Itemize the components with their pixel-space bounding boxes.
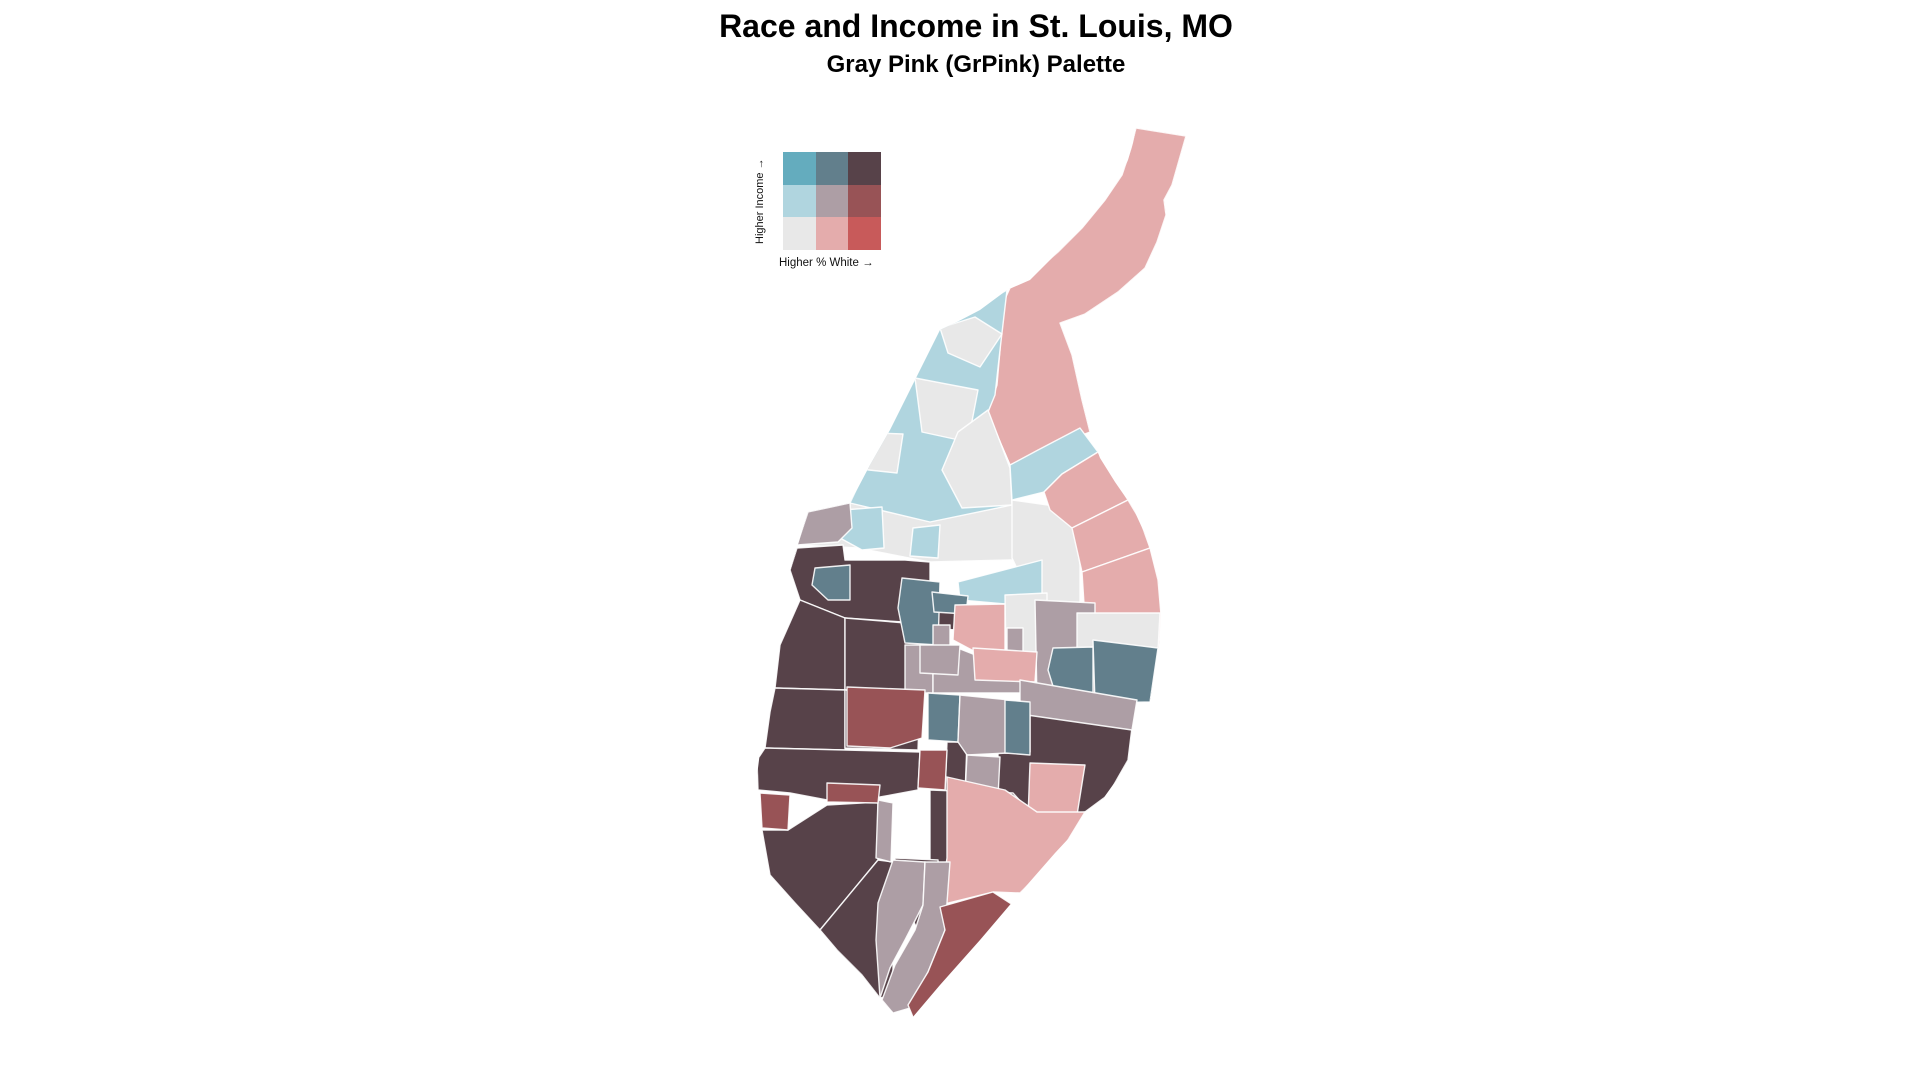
- legend-x-axis-label: Higher % White →: [779, 257, 874, 269]
- legend-cell-2-2: [815, 184, 848, 217]
- legend-cell-1-1: [783, 217, 816, 250]
- census-tract: [909, 524, 941, 559]
- legend-cell-2-1: [815, 217, 848, 250]
- census-tract: [897, 577, 941, 646]
- census-tract: [764, 687, 846, 751]
- census-tract: [972, 647, 1038, 683]
- census-tract: [1004, 699, 1031, 756]
- census-tract: [796, 502, 853, 546]
- census-tract: [846, 686, 926, 749]
- census-tract: [774, 599, 846, 691]
- census-tract: [957, 694, 1011, 756]
- bivariate-legend: Higher Income → Higher % White →: [740, 150, 920, 290]
- census-tract: [939, 316, 1003, 368]
- figure-title: Race and Income in St. Louis, MO: [719, 8, 1233, 44]
- census-tract: [917, 749, 948, 791]
- figure-subtitle: Gray Pink (GrPink) Palette: [826, 50, 1126, 78]
- census-tract-layer: [756, 128, 1186, 1029]
- census-tract: [849, 431, 904, 474]
- census-tract: [927, 692, 961, 743]
- legend-cell-2-3: [815, 152, 848, 185]
- census-tract: [811, 564, 851, 601]
- census-tract: [826, 782, 881, 804]
- census-tract: [759, 792, 791, 831]
- legend-cell-3-1: [848, 217, 881, 250]
- census-tract: [987, 128, 1186, 466]
- legend-cell-3-2: [848, 184, 881, 217]
- legend-cell-1-3: [783, 152, 816, 185]
- census-tract: [919, 644, 961, 676]
- figure-header: Race and Income in St. Louis, MO Gray Pi…: [719, 8, 1233, 80]
- legend-color-grid: [783, 152, 881, 250]
- census-tract: [875, 799, 894, 863]
- legend-cell-1-2: [783, 184, 816, 217]
- legend-cell-3-3: [848, 152, 881, 185]
